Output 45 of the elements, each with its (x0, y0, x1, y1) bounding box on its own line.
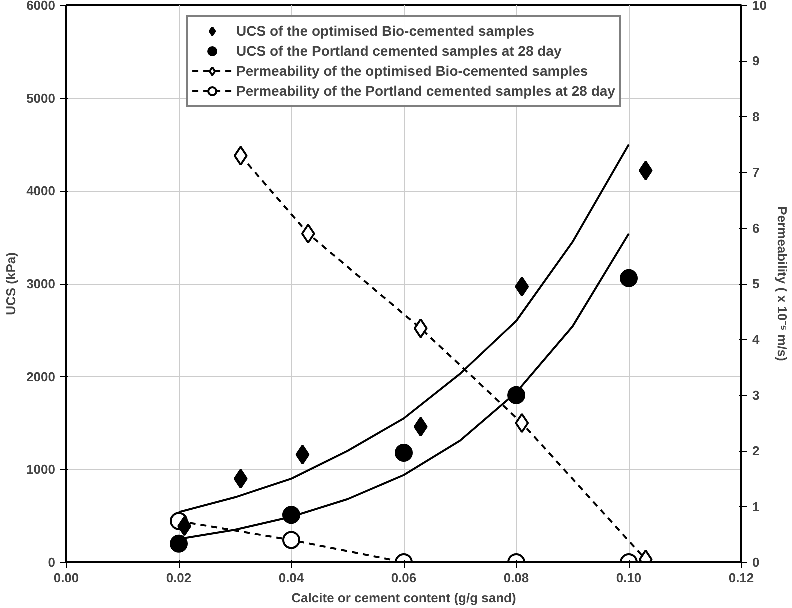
point (234, 468, 248, 489)
x-tick-label: 0.10 (616, 570, 642, 586)
x-tick-label: 0.02 (166, 570, 192, 586)
legend-label: Permeability of the optimised Bio-cemented samples (236, 63, 588, 79)
legend-label: Permeability of the Portland cemented samples at 28 day (236, 83, 616, 99)
point (395, 444, 413, 462)
x-axis-title: Calcite or cement content (g/g sand) (292, 590, 516, 606)
point (234, 146, 248, 166)
y2-tick-label: 10 (752, 0, 767, 13)
point (414, 416, 428, 437)
y-tick-label: 5000 (26, 90, 56, 106)
point (515, 276, 530, 297)
point (178, 516, 192, 536)
y2-tick-label: 6 (752, 220, 760, 236)
y2-tick-label: 8 (752, 109, 760, 124)
point (508, 386, 526, 404)
y-tick-label: 6000 (26, 0, 56, 13)
y2-tick-label: 7 (752, 165, 760, 180)
y-tick-label: 3000 (26, 276, 56, 292)
y-tick-label: 0 (48, 555, 56, 570)
y2-tick-label: 4 (752, 332, 760, 348)
point (638, 160, 653, 181)
y2-tick-label: 0 (752, 555, 760, 570)
y-axis-title: UCS (kPa) (4, 252, 19, 316)
point (296, 444, 310, 465)
legend-label: UCS of the Portland cemented samples at 28 day (236, 43, 562, 59)
y2-axis-title: Permeability ( x 10⁻⁵ m/s) (774, 206, 790, 362)
x-tick-label: 0.08 (504, 570, 530, 586)
x-tick-label: 0.06 (391, 570, 417, 586)
y-tick-label: 1000 (26, 462, 56, 478)
x-tick-label: 0.04 (278, 570, 305, 586)
y-tick-label: 2000 (26, 369, 56, 384)
x-tick-label: 0.00 (54, 570, 80, 586)
x-tick-label: 0.12 (728, 570, 754, 586)
y2-tick-label: 1 (752, 499, 760, 514)
y-tick-label: 4000 (26, 184, 56, 199)
y2-tick-label: 5 (752, 276, 760, 292)
y2-tick-label: 3 (752, 388, 760, 403)
legend-label: UCS of the optimised Bio-cemented samples (236, 23, 534, 39)
y2-tick-label: 2 (752, 444, 760, 459)
point (620, 269, 638, 288)
point (282, 506, 300, 524)
point (170, 534, 188, 553)
y2-tick-label: 9 (752, 54, 760, 69)
point (301, 224, 316, 244)
